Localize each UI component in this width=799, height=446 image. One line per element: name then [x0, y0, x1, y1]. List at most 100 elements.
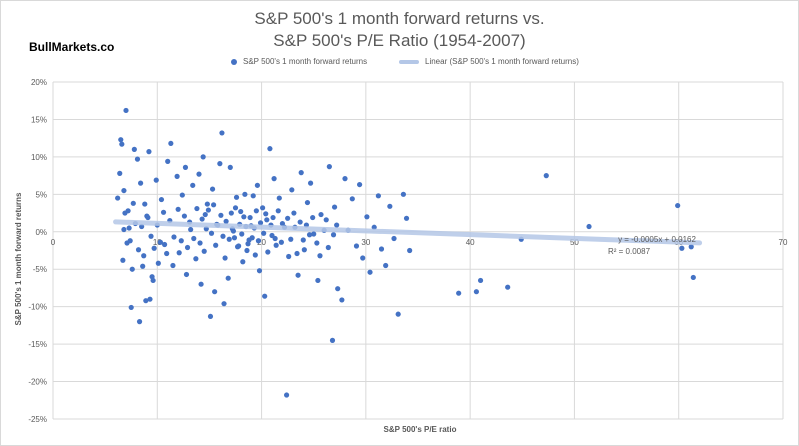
x-tick-label: 10 [153, 238, 162, 247]
y-tick-label: 0% [35, 228, 47, 237]
data-point [335, 286, 341, 292]
data-point [249, 235, 255, 241]
x-tick-label: 40 [466, 238, 475, 247]
data-point [250, 193, 256, 199]
data-point [125, 208, 131, 214]
legend-label-points: S&P 500's 1 month forward returns [243, 57, 368, 66]
data-point [223, 218, 229, 224]
y-tick-label: -25% [28, 415, 47, 424]
data-point [126, 225, 132, 231]
data-point [226, 236, 232, 242]
data-point [144, 213, 150, 219]
data-point [311, 231, 317, 237]
data-point [241, 214, 247, 220]
data-point [148, 233, 154, 239]
data-point [155, 260, 161, 266]
data-point [117, 170, 123, 176]
data-point [342, 176, 348, 182]
data-point [323, 217, 329, 223]
x-tick-label: 20 [257, 238, 266, 247]
data-point [349, 196, 355, 202]
data-point [331, 204, 338, 210]
y-tick-label: -5% [33, 265, 47, 274]
data-point [142, 201, 148, 207]
data-point [130, 200, 136, 206]
data-point [304, 199, 311, 206]
data-point [199, 216, 205, 222]
chart-title-line-2: S&P 500's P/E Ratio (1954-2007) [273, 31, 526, 50]
data-point [151, 245, 157, 251]
data-point [375, 193, 381, 199]
data-point [297, 219, 303, 225]
y-tick-label: 20% [31, 78, 47, 87]
x-tick-label: 50 [570, 238, 579, 247]
trendline-r-squared: R² = 0.0087 [608, 247, 651, 256]
data-point [255, 238, 262, 244]
data-point [213, 242, 219, 248]
data-point [329, 337, 336, 343]
data-point [244, 247, 250, 254]
data-point [238, 208, 244, 215]
data-point [205, 207, 211, 213]
data-point [230, 228, 237, 234]
data-point [407, 247, 413, 254]
data-point [360, 255, 366, 261]
data-point [146, 149, 152, 155]
data-point [679, 245, 685, 251]
data-point [234, 244, 241, 250]
data-point [477, 277, 484, 284]
y-axis-tick-labels: -25% -20% -15% -10% -5% 0% 5% 10% 15% 20% [28, 78, 47, 424]
data-point [219, 130, 225, 136]
data-point [278, 239, 284, 245]
data-point [254, 182, 260, 188]
x-tick-label: 30 [361, 238, 370, 247]
y-tick-label: -15% [28, 340, 47, 349]
data-point [543, 173, 549, 179]
data-point [201, 248, 207, 254]
data-point [178, 238, 184, 244]
data-point [314, 240, 320, 246]
data-point [307, 180, 314, 186]
data-point [231, 235, 238, 241]
data-point [286, 253, 292, 260]
data-point [367, 269, 373, 275]
data-point [225, 275, 231, 281]
data-point [153, 177, 159, 183]
data-point [227, 164, 233, 170]
data-point [400, 191, 406, 197]
data-point [325, 244, 331, 251]
data-point [300, 237, 306, 243]
data-point [217, 161, 223, 167]
data-point [310, 214, 316, 221]
data-point [273, 242, 279, 248]
data-point [220, 233, 226, 239]
data-point [143, 298, 149, 304]
data-point [211, 202, 217, 208]
data-point [127, 238, 133, 244]
trendline [113, 219, 703, 246]
y-tick-label: -10% [28, 303, 47, 312]
data-point [275, 208, 281, 214]
data-point [115, 195, 121, 201]
data-point [256, 268, 263, 274]
data-point [353, 243, 360, 249]
data-point [181, 213, 187, 219]
chart-title-line-1: S&P 500's 1 month forward returns vs. [254, 9, 545, 28]
data-point [134, 156, 141, 162]
data-point [161, 241, 168, 248]
data-point [121, 187, 127, 194]
legend: S&P 500's 1 month forward returns Linear… [0, 57, 799, 71]
data-point [289, 187, 295, 193]
y-tick-label: 15% [31, 115, 47, 124]
data-point [183, 271, 190, 278]
data-point [232, 205, 239, 211]
data-point [456, 290, 462, 296]
data-point [270, 214, 276, 221]
x-axis-title: S&P 500's P/E ratio [384, 425, 457, 434]
data-point [272, 235, 278, 242]
data-point [135, 247, 142, 253]
data-point [364, 214, 370, 220]
data-point [182, 164, 189, 170]
data-point [586, 223, 592, 230]
y-tick-label: 5% [35, 190, 47, 199]
